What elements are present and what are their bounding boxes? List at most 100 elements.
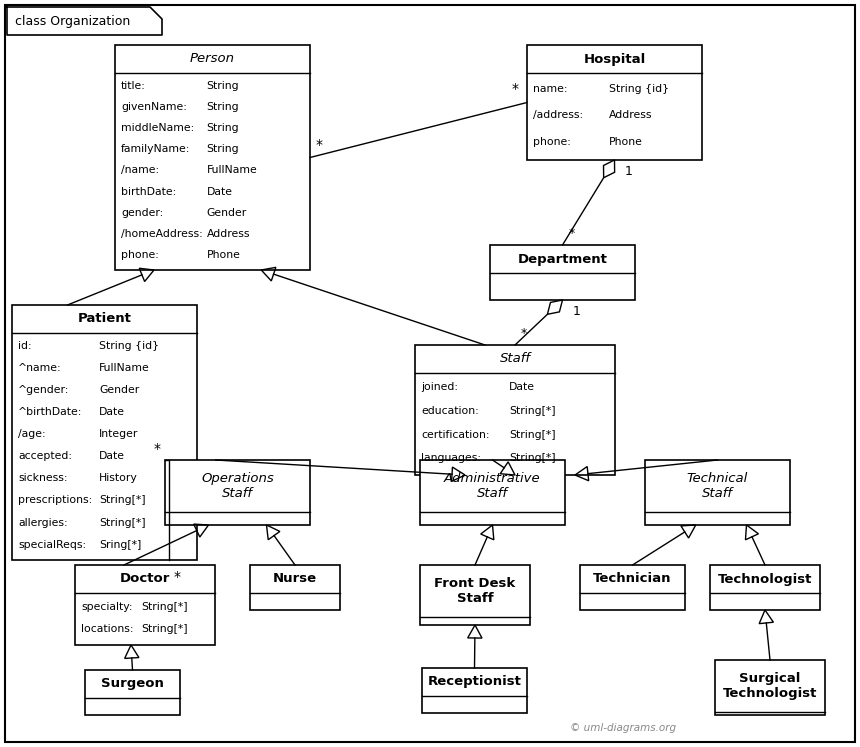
Text: Gender: Gender: [99, 385, 139, 395]
Text: Staff: Staff: [500, 353, 531, 365]
Text: String[*]: String[*]: [141, 601, 187, 612]
Text: String[*]: String[*]: [509, 430, 556, 440]
Text: Phone: Phone: [206, 250, 241, 260]
Text: String {id}: String {id}: [99, 341, 159, 351]
Text: languages:: languages:: [421, 453, 481, 463]
Text: *: *: [173, 570, 181, 584]
Text: birthDate:: birthDate:: [121, 187, 176, 196]
Text: String[*]: String[*]: [509, 406, 556, 416]
Text: givenName:: givenName:: [121, 102, 187, 112]
Text: Surgical
Technologist: Surgical Technologist: [722, 672, 817, 700]
Text: locations:: locations:: [81, 624, 133, 634]
Text: /homeAddress:: /homeAddress:: [121, 229, 203, 239]
Text: Technician: Technician: [593, 572, 672, 586]
Text: String[*]: String[*]: [141, 624, 187, 634]
Bar: [420, 460, 565, 525]
Text: Patient: Patient: [77, 312, 132, 326]
Text: phone:: phone:: [533, 137, 571, 146]
Text: class Organization: class Organization: [15, 14, 130, 28]
Text: String: String: [206, 102, 239, 112]
Bar: [85, 670, 180, 715]
Bar: [75, 565, 215, 645]
Text: FullName: FullName: [99, 363, 150, 374]
Text: String: String: [206, 81, 239, 90]
Text: ^gender:: ^gender:: [18, 385, 70, 395]
Text: Person: Person: [190, 52, 235, 66]
Text: certification:: certification:: [421, 430, 489, 440]
Text: Nurse: Nurse: [273, 572, 317, 586]
Bar: [710, 565, 820, 610]
Text: education:: education:: [421, 406, 479, 416]
Bar: [415, 345, 615, 475]
Text: ^name:: ^name:: [18, 363, 62, 374]
Text: Administrative
Staff: Administrative Staff: [444, 472, 541, 500]
Text: *: *: [521, 327, 527, 340]
Text: Address: Address: [609, 110, 653, 120]
Text: Front Desk
Staff: Front Desk Staff: [434, 577, 516, 605]
Bar: [165, 460, 310, 525]
Text: 1: 1: [573, 305, 580, 318]
Text: Date: Date: [206, 187, 233, 196]
Text: specialReqs:: specialReqs:: [18, 539, 86, 550]
Text: id:: id:: [18, 341, 32, 351]
Text: History: History: [99, 474, 138, 483]
Bar: [422, 668, 527, 713]
Text: middleName:: middleName:: [121, 123, 194, 133]
Text: © uml-diagrams.org: © uml-diagrams.org: [570, 723, 676, 733]
Text: Doctor: Doctor: [120, 572, 170, 586]
Text: /address:: /address:: [533, 110, 583, 120]
Bar: [12, 305, 197, 560]
Text: Surgeon: Surgeon: [101, 678, 164, 690]
Text: String: String: [206, 123, 239, 133]
Text: 1: 1: [624, 165, 632, 178]
Text: gender:: gender:: [121, 208, 163, 218]
Bar: [490, 245, 635, 300]
Text: prescriptions:: prescriptions:: [18, 495, 92, 506]
Text: Receptionist: Receptionist: [427, 675, 521, 689]
Polygon shape: [548, 300, 562, 314]
Text: *: *: [568, 227, 574, 240]
Text: Technical
Staff: Technical Staff: [687, 472, 748, 500]
Text: *: *: [154, 442, 161, 456]
Text: Technologist: Technologist: [718, 572, 812, 586]
Text: joined:: joined:: [421, 382, 458, 392]
Text: String[*]: String[*]: [99, 518, 145, 527]
Text: /age:: /age:: [18, 430, 46, 439]
Text: phone:: phone:: [121, 250, 159, 260]
Bar: [580, 565, 685, 610]
Bar: [115, 45, 310, 270]
Text: Hospital: Hospital: [583, 52, 646, 66]
Text: allergies:: allergies:: [18, 518, 68, 527]
Text: title:: title:: [121, 81, 146, 90]
Bar: [715, 660, 825, 715]
Text: String: String: [206, 144, 239, 155]
Text: /name:: /name:: [121, 165, 159, 176]
Text: String[*]: String[*]: [99, 495, 145, 506]
Text: Date: Date: [99, 407, 125, 418]
Text: Phone: Phone: [609, 137, 643, 146]
Text: FullName: FullName: [206, 165, 257, 176]
Text: specialty:: specialty:: [81, 601, 132, 612]
Text: String[*]: String[*]: [509, 453, 556, 463]
Bar: [420, 565, 530, 625]
Text: Date: Date: [99, 451, 125, 462]
Text: accepted:: accepted:: [18, 451, 72, 462]
Polygon shape: [604, 160, 615, 178]
Text: Address: Address: [206, 229, 250, 239]
Polygon shape: [7, 7, 162, 35]
Bar: [645, 460, 790, 525]
Text: *: *: [316, 137, 323, 152]
Text: Date: Date: [509, 382, 535, 392]
Text: ^birthDate:: ^birthDate:: [18, 407, 83, 418]
Text: name:: name:: [533, 84, 568, 94]
Text: *: *: [512, 82, 519, 96]
Bar: [527, 45, 702, 160]
Text: Department: Department: [518, 252, 607, 265]
Text: Integer: Integer: [99, 430, 138, 439]
Text: Gender: Gender: [206, 208, 247, 218]
Text: Sring[*]: Sring[*]: [99, 539, 141, 550]
Text: Operations
Staff: Operations Staff: [201, 472, 273, 500]
Text: familyName:: familyName:: [121, 144, 190, 155]
Text: sickness:: sickness:: [18, 474, 67, 483]
Bar: [250, 565, 340, 610]
